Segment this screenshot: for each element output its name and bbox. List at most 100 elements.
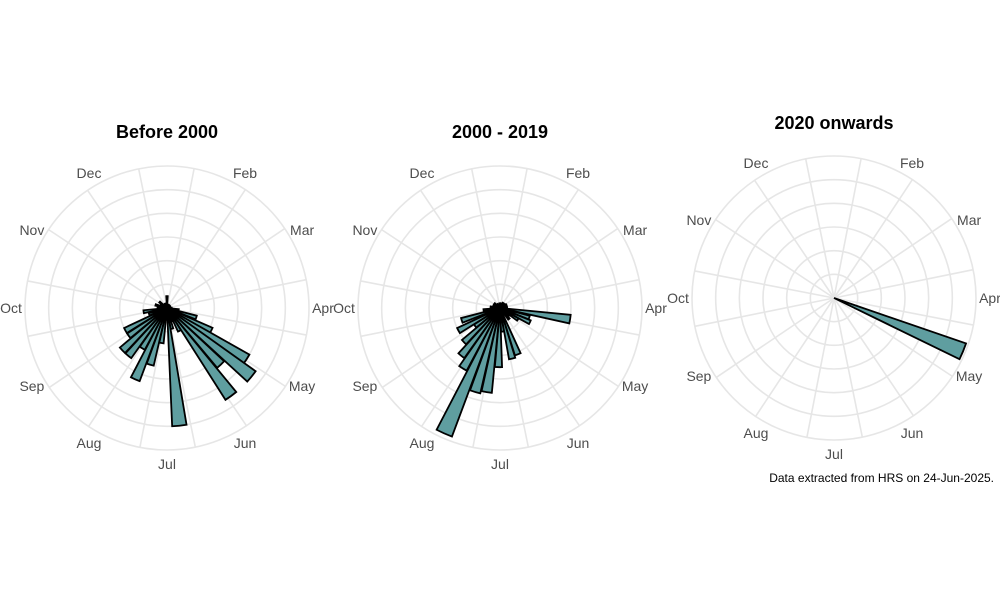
month-label-may: May (956, 368, 982, 384)
polar-bar (457, 307, 501, 360)
grid-spoke (86, 189, 168, 309)
grid-ring (118, 259, 216, 357)
grid-spoke (499, 168, 528, 309)
month-label-mar: Mar (957, 212, 981, 228)
grid-spoke (753, 179, 835, 299)
month-label-dec: Dec (77, 165, 102, 181)
month-label-sep: Sep (352, 378, 377, 394)
month-label-oct: Oct (333, 300, 355, 316)
grid-spoke (499, 307, 581, 427)
polar-bar (166, 307, 257, 383)
grid-spoke (166, 168, 195, 309)
grid-spoke (833, 158, 862, 299)
month-label-aug: Aug (77, 435, 102, 451)
polar-bar (166, 307, 188, 428)
grid-spoke (470, 168, 501, 309)
grid-spoke (754, 297, 835, 417)
polar-bar (435, 307, 501, 438)
month-label-mar: Mar (623, 222, 647, 238)
grid-ring (380, 188, 620, 428)
grid-ring (785, 249, 883, 347)
polar-bars (435, 301, 572, 438)
month-label-aug: Aug (744, 425, 769, 441)
month-label-jun: Jun (567, 435, 590, 451)
month-labels: Dec Feb Mar Apr May Jun Jul Aug Sep Oct Nov (333, 165, 667, 472)
polar-bar (496, 302, 501, 309)
month-label-apr: Apr (312, 300, 334, 316)
grid-spoke (715, 297, 835, 379)
polar-bar (142, 307, 168, 315)
month-label-nov: Nov (686, 212, 711, 228)
month-label-mar: Mar (290, 222, 314, 238)
grid-ring (95, 236, 239, 380)
month-label-oct: Oct (0, 300, 22, 316)
panel-title: 2020 onwards (774, 113, 893, 133)
month-label-feb: Feb (900, 155, 924, 171)
polar-bars (833, 297, 968, 361)
grid-spoke (27, 280, 168, 309)
polar-grid (691, 155, 977, 441)
grid-spoke (381, 228, 501, 309)
grid-ring (24, 165, 310, 451)
grid-spoke (360, 307, 501, 338)
polar-bars (118, 295, 257, 428)
grid-spoke (360, 280, 501, 309)
grid-spoke (806, 297, 835, 438)
grid-spoke (499, 189, 580, 309)
polar-panel-2020-onwards: 2020 onwards Dec Feb Mar Apr May Jun Jul Aug Sep… (667, 113, 1000, 462)
grid-spoke (804, 158, 835, 299)
month-label-may: May (289, 378, 315, 394)
month-label-may: May (622, 378, 648, 394)
grid-spoke (833, 297, 915, 417)
grid-spoke (833, 297, 864, 438)
grid-spoke (166, 307, 307, 336)
month-label-jun: Jun (901, 425, 924, 441)
polar-panel-2000-2019: 2000 - 2019 Dec Feb Mar Apr May Jun Jul Aug Sep O… (333, 122, 667, 472)
grid-spoke (499, 278, 640, 309)
month-label-apr: Apr (979, 290, 1000, 306)
month-label-apr: Apr (645, 300, 667, 316)
grid-ring (357, 165, 643, 451)
month-label-feb: Feb (566, 165, 590, 181)
grid-spoke (833, 297, 953, 378)
grid-spoke (694, 297, 835, 328)
month-label-oct: Oct (667, 290, 689, 306)
polar-bar (118, 307, 168, 355)
grid-ring (47, 188, 287, 428)
month-label-jul: Jul (491, 456, 509, 472)
polar-panel-before-2000: Before 2000 Dec Feb Mar Apr May Jun Jul Aug Sep O… (0, 122, 334, 472)
polar-bar (164, 302, 168, 309)
grid-ring (762, 226, 906, 370)
month-label-dec: Dec (744, 155, 769, 171)
grid-spoke (166, 189, 247, 309)
grid-spoke (166, 227, 286, 309)
month-label-jul: Jul (158, 456, 176, 472)
polar-bar (122, 307, 168, 335)
grid-spoke (833, 297, 974, 326)
month-label-nov: Nov (352, 222, 377, 238)
month-label-jul: Jul (825, 446, 843, 462)
polar-bar (460, 307, 501, 346)
data-source-caption: Data extracted from HRS on 24-Jun-2025. (769, 471, 994, 485)
month-label-aug: Aug (410, 435, 435, 451)
month-labels: Dec Feb Mar Apr May Jun Jul Aug Sep Oct Nov (0, 165, 334, 472)
polar-bar (459, 307, 501, 324)
grid-spoke (48, 228, 168, 309)
month-labels: Dec Feb Mar Apr May Jun Jul Aug Sep Oct Nov (667, 155, 1000, 462)
grid-spoke (137, 168, 168, 309)
polar-bar (165, 295, 169, 309)
grid-ring (404, 212, 596, 404)
grid-ring (142, 283, 192, 333)
grid-ring (738, 202, 930, 394)
grid-spoke (833, 217, 953, 299)
month-label-sep: Sep (19, 378, 44, 394)
polar-bar (455, 307, 501, 335)
grid-ring (809, 273, 859, 323)
grid-spoke (715, 218, 835, 299)
month-label-sep: Sep (686, 368, 711, 384)
month-label-nov: Nov (19, 222, 44, 238)
month-label-jun: Jun (234, 435, 257, 451)
grid-spoke (166, 278, 307, 309)
